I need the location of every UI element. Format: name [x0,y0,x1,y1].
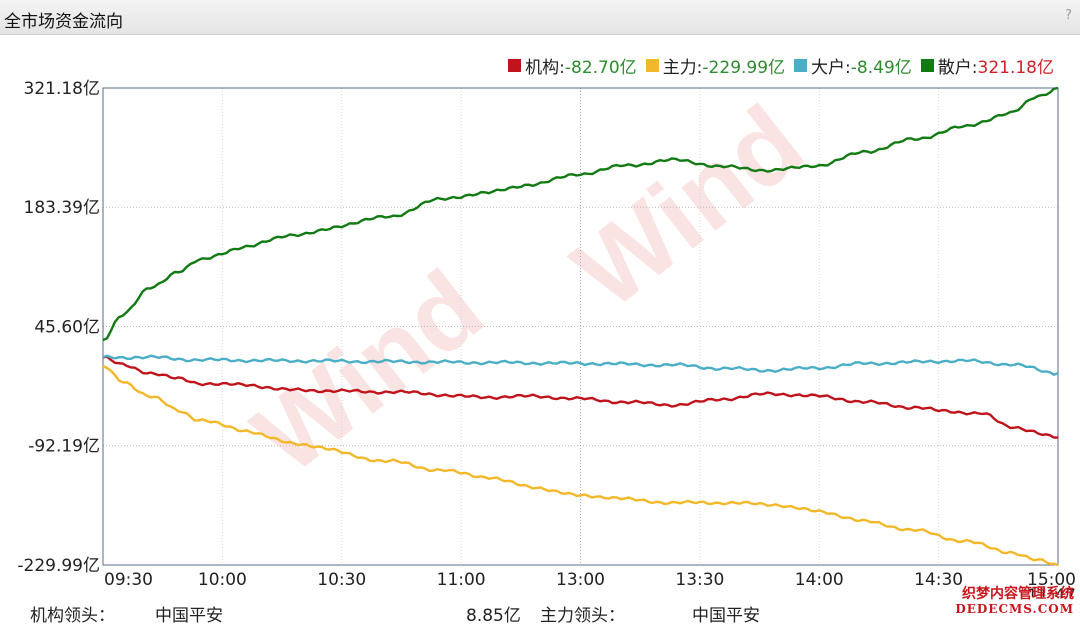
legend-item-4[interactable]: 散户: 321.18亿 [920,53,1054,78]
help-icon[interactable]: ? [1065,8,1072,23]
legend-item-3[interactable]: 大户: -8.49亿 [794,53,912,78]
site-watermark: 织梦内容管理系统 DEDECMS.COM [955,587,1074,617]
site-watermark-line2: DEDECMS.COM [955,602,1074,616]
legend-series-value: -8.49亿 [850,57,912,78]
leader-footer: 机构领头： 中国平安 8.85亿 主力领头： 中国平安 [0,597,1080,626]
y-tick-label: 45.60亿 [34,317,100,337]
chart-legend: 机构: -82.70亿 主力: -229.99亿 大户: -8.49亿 散户: 321… [499,53,1054,78]
legend-swatch [920,58,934,72]
series-line-4 [102,86,1059,342]
legend-item-2[interactable]: 主力: -229.99亿 [645,53,786,78]
x-tick-label: 14:00 [795,570,844,590]
legend-swatch [645,58,659,72]
main-leader-stock[interactable]: 中国平安 [692,606,760,626]
legend-series-value: -82.70亿 [564,57,637,78]
x-tick-label: 14:30 [914,570,963,590]
chart-series [102,86,1059,567]
y-tick-label: -92.19亿 [28,437,100,457]
chart-axes: 321.18亿 183.39亿 45.60亿 -92.19亿 -229.99亿09:30… [17,79,1076,597]
x-tick-label: 11:00 [437,570,486,590]
legend-series-value: 321.18亿 [977,57,1054,78]
x-tick-label: 10:00 [198,570,247,590]
window-title-bar: 全市场资金流向 ? [0,0,1080,35]
y-tick-label: 321.18亿 [24,79,100,99]
window-title: 全市场资金流向 [4,12,123,32]
legend-item-1[interactable]: 机构: -82.70亿 [508,53,637,78]
legend-series-name: 主力: [662,57,703,78]
main-leader-label: 主力领头： [540,606,625,626]
series-line-2 [102,364,1059,567]
series-line-3 [102,354,1059,376]
x-tick-label: 10:30 [317,570,366,590]
inst-leader-label: 机构领头： [30,606,115,626]
legend-series-name: 散户: [937,57,978,78]
legend-swatch [508,58,522,72]
x-tick-label: 15:00 [1027,570,1076,590]
y-tick-label: 183.39亿 [24,198,100,218]
site-watermark-line1: 织梦内容管理系统 [962,586,1074,602]
x-tick-label: 13:00 [556,570,605,590]
legend-swatch [794,58,808,72]
plot-frame [102,87,1059,566]
inst-leader-stock[interactable]: 中国平安 [155,606,223,626]
inst-leader-amount: 8.85亿 [466,606,521,626]
y-tick-label: -229.99亿 [17,556,100,576]
legend-series-name: 机构: [525,57,565,78]
legend-series-name: 大户: [811,57,851,78]
legend-series-value: -229.99亿 [702,57,786,78]
chart-gridlines [103,88,1058,565]
x-tick-label: 09:30 [104,570,153,590]
series-line-1 [102,355,1059,439]
x-tick-label: 13:30 [675,570,724,590]
x-tick-label-partial: 11:47 [1027,586,1076,597]
